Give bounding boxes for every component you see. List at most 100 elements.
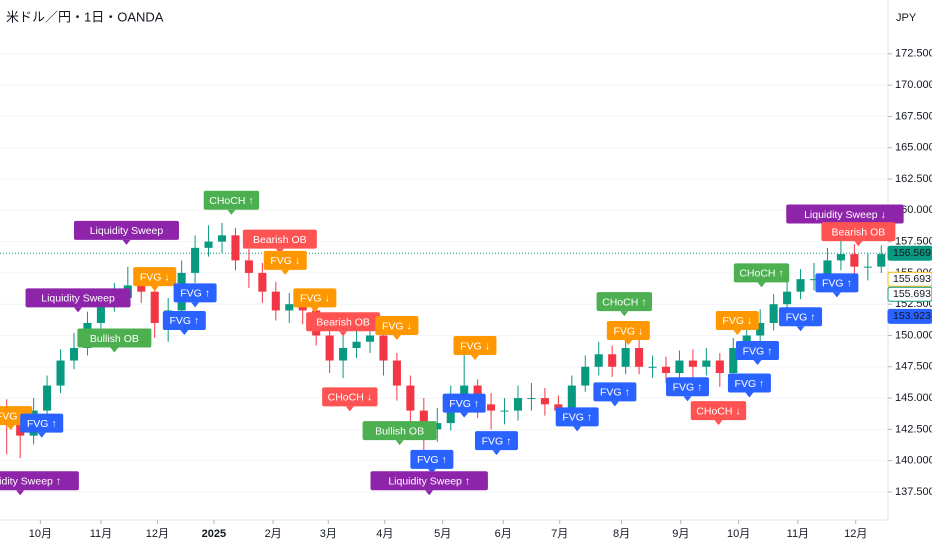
candle-body (258, 272, 267, 292)
x-tick-label: 10月 (727, 528, 750, 540)
candle-body (675, 360, 684, 374)
signal-pointer (745, 392, 754, 398)
candle-body (244, 260, 253, 273)
signal-label: FVG ↑ (442, 393, 486, 418)
candle-body (150, 291, 159, 323)
currency-label: JPY (896, 12, 917, 24)
signal-text: Liquidity Sweep (90, 225, 164, 237)
signal-label: Bullish OB (362, 421, 437, 446)
signal-pointer (714, 420, 723, 426)
signal-label: FVG ↑ (173, 283, 217, 308)
y-tick-label: 145.000 (895, 392, 932, 404)
signal-box (203, 190, 260, 210)
signal-box (263, 250, 307, 270)
signal-pointer (832, 292, 841, 298)
signal-box (442, 393, 486, 413)
signal-label: FVG ↑ (727, 373, 771, 398)
signal-label: FVG ↑ (162, 310, 206, 335)
x-tick-label: 3月 (320, 528, 337, 540)
signal-pointer (492, 450, 501, 456)
x-tick-label: 2月 (265, 528, 282, 540)
candle-body (43, 385, 52, 411)
signal-pointer (180, 329, 189, 335)
signal-text: FVG ↑ (673, 382, 703, 394)
candle-body (406, 385, 415, 411)
candle-body (352, 341, 361, 349)
signal-pointer (470, 354, 479, 360)
signal-box (410, 449, 454, 469)
y-tick-label: 162.500 (895, 173, 932, 185)
signal-label: FVG ↓ (715, 310, 759, 335)
y-tick-label: 150.000 (895, 329, 932, 341)
signal-box (690, 401, 747, 421)
signal-text: FVG ↓ (300, 293, 330, 305)
signal-text: FVG ↑ (180, 288, 210, 300)
signal-text: Bearish OB (832, 226, 886, 238)
signal-pointer (310, 307, 319, 313)
signal-label: CHoCH ↑ (203, 190, 260, 215)
price-label: 155.693 (893, 273, 931, 285)
y-tick-label: 170.000 (895, 79, 932, 91)
y-tick-label: 165.000 (895, 142, 932, 154)
candle-body (325, 335, 334, 361)
signal-text: Liquidity Sweep ↑ (0, 475, 61, 487)
candle-body (56, 360, 65, 386)
signal-box (596, 292, 652, 312)
x-tick-label: 2025 (202, 528, 226, 540)
signal-pointer (460, 412, 469, 418)
signal-pointer (16, 490, 25, 496)
candle-body (608, 354, 617, 367)
candle-body (648, 366, 657, 368)
signal-text: FVG ↓ (613, 325, 643, 337)
signal-text: Liquidity Sweep ↓ (804, 209, 886, 221)
signal-pointer (425, 490, 434, 496)
candle-body (796, 279, 805, 292)
signal-label: Bullish OB (77, 328, 152, 353)
signal-pointer (620, 311, 629, 317)
candle-body (204, 241, 213, 248)
signal-box (306, 312, 381, 332)
signal-text: FVG ↑ (743, 345, 773, 357)
signal-box (73, 220, 179, 240)
candle-body (783, 291, 792, 305)
signal-text: FVG ↑ (449, 398, 479, 410)
signal-text: Bullish OB (375, 425, 424, 437)
signal-text: CHoCH ↑ (602, 296, 646, 308)
candle-body (16, 423, 25, 436)
price-label-box (887, 286, 932, 302)
candle-body (581, 366, 590, 386)
signal-label: FVG ↓ (375, 315, 419, 340)
signal-box (173, 283, 217, 303)
price-label-box (887, 245, 932, 261)
signal-label: FVG ↑ (666, 377, 710, 402)
x-tick-label: 11月 (787, 528, 809, 540)
signal-text: CHoCH ↑ (209, 195, 253, 207)
y-tick-label: 167.500 (895, 110, 932, 122)
candle-body (392, 360, 401, 386)
signal-box (370, 471, 488, 491)
chart-title: 米ドル／円・1日・OANDA (6, 9, 164, 24)
y-tick-label: 157.500 (895, 236, 932, 248)
signal-text: FVG ↑ (27, 418, 57, 430)
signal-label: FVG ↑ (20, 413, 64, 438)
candle-body (567, 385, 576, 411)
signal-label: FVG ↓ (453, 335, 497, 360)
candle-body (271, 291, 280, 311)
candle-body (688, 360, 697, 367)
signal-pointer (624, 339, 633, 345)
candle-body (379, 335, 388, 361)
candle-body (635, 348, 644, 367)
signal-label: FVG ↑ (815, 273, 859, 298)
y-tick-label: 172.500 (895, 48, 932, 60)
x-tick-label: 10月 (29, 528, 52, 540)
candle-body (487, 404, 496, 411)
x-tick-label: 12月 (146, 528, 169, 540)
signal-pointer (757, 282, 766, 288)
signal-label: Liquidity Sweep ↓ (786, 204, 904, 229)
candle-body (594, 354, 603, 367)
signal-text: FVG ↓ (270, 255, 300, 267)
y-tick-label: 140.000 (895, 455, 932, 467)
candle-body (339, 348, 348, 361)
candle-body (460, 385, 469, 399)
candle-body (863, 266, 872, 268)
